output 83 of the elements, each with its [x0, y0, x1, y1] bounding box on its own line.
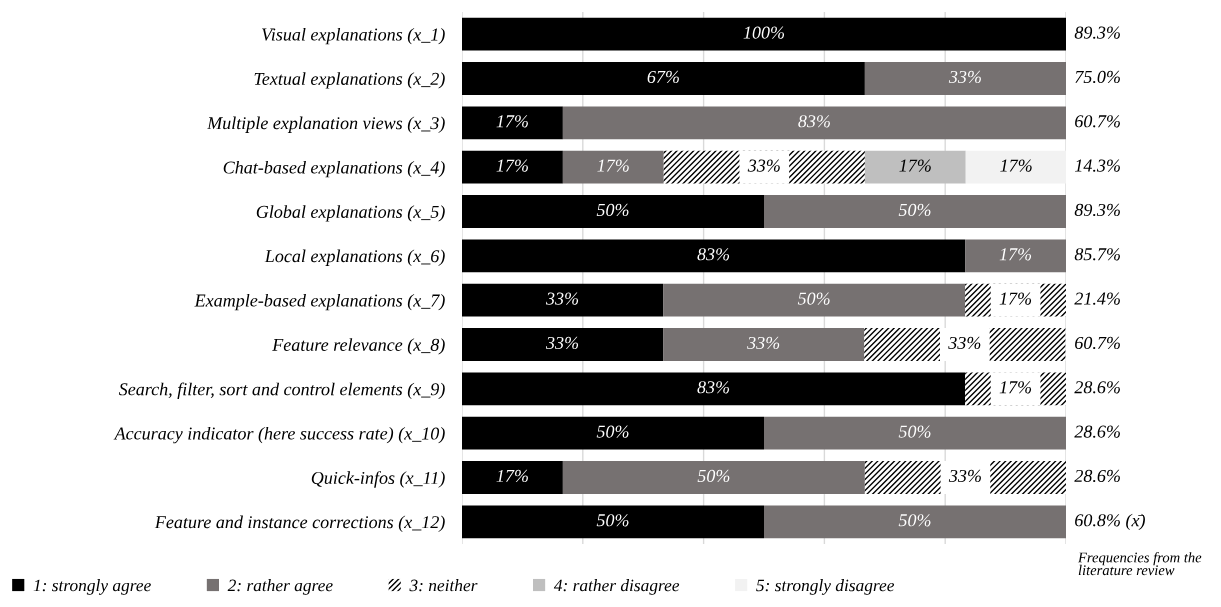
data-label: 50%	[797, 292, 830, 305]
data-label: 17%	[1000, 159, 1032, 172]
y-tick-label: Feature relevance (x_8)	[272, 338, 445, 355]
bar	[462, 416, 764, 450]
bar	[462, 239, 966, 273]
legend-label: 2: rather agree	[227, 579, 333, 595]
y-tick-label: Global explanations (x_5)	[256, 205, 445, 222]
y-tick-label: Multiple explanation views (x_3)	[206, 116, 445, 133]
bar	[462, 461, 563, 494]
data-label: 50%	[898, 203, 931, 217]
y-tick-label: Example-based explanations (x_7)	[194, 293, 445, 311]
data-label: 83%	[697, 381, 730, 394]
text: 89.3%	[1074, 26, 1120, 39]
bar	[764, 416, 1066, 450]
data-label: 33%	[948, 469, 981, 483]
data-label: 33%	[747, 336, 780, 350]
data-label: 33%	[545, 336, 579, 350]
data-label: 50%	[596, 514, 629, 527]
bar	[965, 239, 1066, 273]
text: 60.7%	[1075, 115, 1120, 128]
bar	[864, 150, 966, 184]
data-label: 17%	[496, 469, 528, 483]
data-label: 17%	[999, 381, 1032, 394]
text: 28.6%	[1074, 469, 1120, 483]
data-label: 83%	[697, 248, 730, 261]
text: 28.6%	[1074, 425, 1120, 438]
bar	[462, 505, 764, 539]
data-label: 50%	[898, 514, 931, 527]
bar	[562, 106, 1066, 140]
data-label: 50%	[697, 469, 730, 483]
text: 14.3%	[1074, 159, 1120, 172]
data-label: 50%	[898, 425, 931, 438]
bar	[864, 62, 1066, 95]
bar	[462, 106, 563, 140]
y-tick-label: Accuracy indicator (here success rate) (x_10)	[113, 426, 445, 444]
data-label: 50%	[596, 425, 629, 438]
legend-label: 5: strongly disagree	[756, 579, 895, 595]
bar	[562, 150, 664, 184]
y-tick-label: Quick-infos (x_11)	[311, 471, 445, 488]
text: 85.7%	[1074, 248, 1120, 261]
data-label: 33%	[545, 292, 579, 305]
data-label: 67%	[647, 70, 679, 84]
bar	[462, 283, 664, 317]
bar	[462, 372, 966, 406]
text: 89.3%	[1074, 203, 1120, 217]
bar	[965, 150, 1066, 184]
data-label: 33%	[948, 336, 981, 350]
bar	[663, 328, 865, 361]
y-tick-label: Chat-based explanations (x_4)	[223, 160, 445, 178]
data-label: 17%	[496, 159, 528, 172]
data-label: 50%	[596, 203, 629, 217]
bar	[462, 150, 563, 184]
legend-label: 4: rather disagree	[553, 579, 680, 595]
bar	[663, 283, 966, 317]
legend-label: 1: strongly agree	[33, 579, 151, 595]
bar	[764, 505, 1066, 539]
text: 60.7%	[1075, 336, 1120, 350]
bar	[462, 62, 865, 95]
data-label: 17%	[597, 159, 629, 172]
y-tick-label: Feature and instance corrections (x_12)	[154, 515, 445, 532]
y-tick-label: Textual explanations (x_2)	[254, 72, 445, 89]
data-label: 83%	[798, 115, 830, 128]
bar	[462, 328, 664, 361]
data-label: 33%	[948, 70, 981, 84]
y-tick-label: Search, filter, sort and control elements (x_9)	[118, 382, 445, 400]
data-label: 17%	[999, 248, 1032, 261]
y-tick-label: Visual explanations (x_1)	[262, 27, 445, 45]
legend-label: 3: neither	[409, 579, 478, 592]
text: 21.4%	[1074, 292, 1120, 305]
text: 60.8% (x̄)	[1075, 513, 1145, 531]
bar	[562, 461, 865, 494]
bar	[764, 195, 1066, 228]
text: Frequencies from the literature review	[1077, 552, 1202, 576]
data-label: 17%	[899, 159, 931, 172]
data-label: 17%	[496, 115, 528, 128]
bar	[462, 195, 764, 228]
data-label: 33%	[747, 159, 780, 172]
text: 28.6%	[1074, 381, 1120, 394]
data-label: 100%	[743, 26, 785, 39]
y-tick-label: Local explanations (x_6)	[264, 249, 445, 266]
data-label: 17%	[999, 292, 1032, 305]
bar	[462, 17, 1066, 51]
text: 75.0%	[1075, 70, 1120, 84]
